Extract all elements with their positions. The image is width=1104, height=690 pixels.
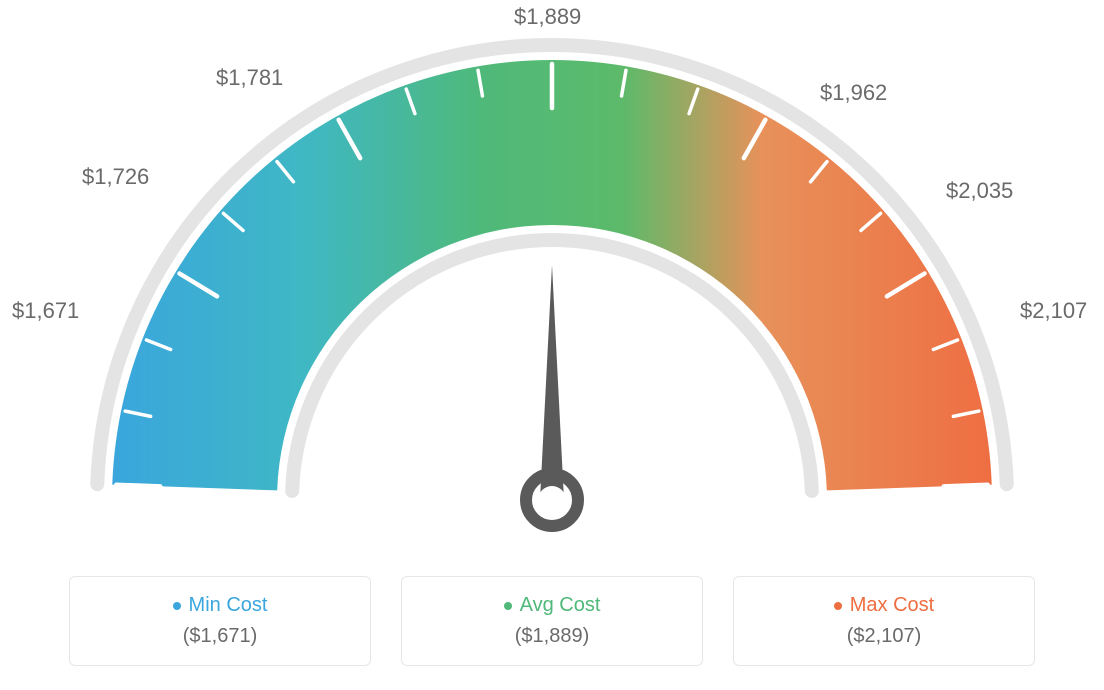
legend-card-max: Max Cost ($2,107) — [733, 576, 1035, 666]
legend-card-avg: Avg Cost ($1,889) — [401, 576, 703, 666]
tick-label: $1,889 — [514, 4, 581, 30]
tick-label: $2,107 — [1020, 298, 1087, 324]
dot-icon — [173, 602, 181, 610]
gauge: $1,671 $1,726 $1,781 $1,889 $1,962 $2,035 $2,1… — [0, 0, 1104, 560]
gauge-chart-container: { "gauge": { "min_value": 1671, "max_val… — [0, 0, 1104, 690]
gauge-svg — [0, 0, 1104, 560]
legend-label: Max Cost — [850, 594, 934, 617]
legend-label: Avg Cost — [520, 594, 601, 617]
gauge-needle — [526, 265, 578, 526]
tick-label: $1,781 — [216, 65, 283, 91]
legend-value: ($2,107) — [847, 625, 922, 648]
legend-value: ($1,671) — [183, 625, 258, 648]
legend: Min Cost ($1,671) Avg Cost ($1,889) Max … — [0, 576, 1104, 666]
legend-title-max: Max Cost — [834, 594, 934, 617]
legend-value: ($1,889) — [515, 625, 590, 648]
tick-label: $1,962 — [820, 80, 887, 106]
tick-label: $2,035 — [946, 178, 1013, 204]
tick-label: $1,671 — [12, 298, 79, 324]
legend-title-avg: Avg Cost — [504, 594, 601, 617]
legend-card-min: Min Cost ($1,671) — [69, 576, 371, 666]
dot-icon — [504, 602, 512, 610]
tick-label: $1,726 — [82, 164, 149, 190]
legend-title-min: Min Cost — [173, 594, 268, 617]
dot-icon — [834, 602, 842, 610]
legend-label: Min Cost — [189, 594, 268, 617]
